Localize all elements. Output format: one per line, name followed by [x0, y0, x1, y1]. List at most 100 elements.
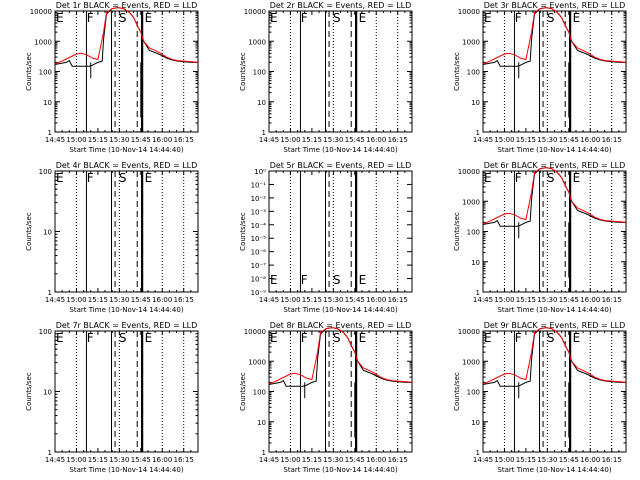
x-tick-label: 14:45 — [473, 456, 493, 464]
interval-letter: E — [270, 11, 278, 25]
y-axis-label: Counts/sec — [25, 212, 33, 251]
x-axis-label: Start Time (10-Nov-14 14:44:40) — [69, 146, 183, 154]
x-tick-label: 15:30 — [537, 136, 557, 144]
interval-letter: E — [484, 171, 492, 185]
y-tick-label: 1000 — [34, 38, 52, 46]
interval-letter: F — [301, 11, 308, 25]
x-tick-label: 14:45 — [473, 296, 493, 304]
panel-title: Det 3r BLACK = Events, RED = LLD — [484, 1, 626, 10]
y-tick-label: 10⁻⁸ — [251, 276, 267, 284]
panel-title: Det 8r BLACK = Events, RED = LLD — [270, 321, 412, 330]
x-tick-label: 14:45 — [45, 136, 65, 144]
interval-letter: E — [145, 171, 153, 185]
x-tick-label: 15:45 — [345, 296, 365, 304]
x-axis-label: Start Time (10-Nov-14 14:44:40) — [69, 466, 183, 474]
x-tick-label: 15:00 — [494, 136, 514, 144]
panel-title: Det 5r BLACK = Events, RED = LLD — [270, 161, 412, 170]
panel-det-7: Det 7r BLACK = Events, RED = LLD 1 10 100 Co… — [25, 321, 199, 474]
x-tick-label: 15:15 — [516, 136, 536, 144]
panel-det-8: Det 8r BLACK = Events, RED = LLD 1 10 100 10… — [239, 321, 413, 474]
x-tick-label: 16:00 — [152, 136, 172, 144]
x-tick-label: 15:45 — [131, 136, 151, 144]
x-tick-label: 15:15 — [516, 296, 536, 304]
y-tick-label: 10⁻³ — [251, 208, 267, 216]
x-tick-label: 16:00 — [580, 296, 600, 304]
x-tick-label: 15:15 — [88, 456, 108, 464]
interval-letter: F — [87, 11, 94, 25]
x-tick-label: 16:00 — [366, 136, 386, 144]
y-tick-label: 10 — [43, 229, 52, 237]
y-tick-label: 1000 — [462, 38, 480, 46]
panel-det-9: Det 9r BLACK = Events, RED = LLD 1 10 100 10… — [453, 321, 627, 474]
x-tick-label: 15:30 — [109, 456, 129, 464]
y-tick-label: 10 — [43, 389, 52, 397]
x-tick-label: 16:00 — [366, 296, 386, 304]
x-tick-label: 15:00 — [66, 456, 86, 464]
x-tick-label: 15:45 — [559, 456, 579, 464]
x-tick-label: 16:00 — [366, 456, 386, 464]
interval-letter: E — [573, 11, 581, 25]
x-tick-label: 15:45 — [559, 296, 579, 304]
y-tick-label: 10000 — [30, 8, 52, 16]
interval-letter: S — [547, 11, 555, 25]
y-tick-label: 1 — [48, 129, 52, 137]
panel-title: Det 2r BLACK = Events, RED = LLD — [270, 1, 412, 10]
x-tick-label: 15:00 — [280, 456, 300, 464]
interval-letter: E — [145, 331, 153, 345]
x-tick-label: 15:00 — [494, 296, 514, 304]
interval-letter: E — [56, 171, 64, 185]
interval-letter: E — [484, 11, 492, 25]
panel-det-6: Det 6r BLACK = Events, RED = LLD 1 10 100 10… — [453, 161, 627, 314]
y-tick-label: 1 — [476, 449, 480, 457]
x-tick-label: 15:30 — [537, 456, 557, 464]
y-axis-label: Counts/sec — [453, 372, 461, 411]
y-tick-label: 100 — [467, 389, 480, 397]
interval-letter: S — [333, 273, 341, 287]
x-tick-label: 15:00 — [494, 456, 514, 464]
x-tick-label: 14:45 — [259, 456, 279, 464]
interval-letter: E — [270, 331, 278, 345]
x-tick-label: 15:30 — [109, 136, 129, 144]
y-axis-label: Counts/sec — [239, 372, 247, 411]
x-tick-label: 16:00 — [152, 296, 172, 304]
panel-det-3: Det 3r BLACK = Events, RED = LLD 1 10 100 10… — [453, 1, 627, 154]
panel-title: Det 1r BLACK = Events, RED = LLD — [56, 1, 198, 10]
y-tick-label: 10000 — [244, 8, 266, 16]
x-tick-label: 16:15 — [388, 456, 408, 464]
x-tick-label: 14:45 — [259, 296, 279, 304]
panel-det-4: Det 4r BLACK = Events, RED = LLD 1 10 100 Co… — [25, 161, 199, 314]
interval-letter: E — [359, 331, 367, 345]
panel-det-2: Det 2r BLACK = Events, RED = LLD 1 10 100 10… — [239, 1, 413, 154]
x-tick-label: 16:15 — [602, 296, 622, 304]
y-tick-label: 10⁻⁶ — [251, 249, 267, 257]
x-tick-label: 14:45 — [473, 136, 493, 144]
y-tick-label: 10 — [257, 99, 266, 107]
y-tick-label: 10 — [471, 419, 480, 427]
y-tick-label: 1 — [48, 449, 52, 457]
y-tick-label: 10 — [43, 99, 52, 107]
y-tick-label: 100 — [467, 69, 480, 77]
y-tick-label: 1 — [262, 129, 266, 137]
y-tick-label: 100 — [39, 69, 52, 77]
interval-letter: F — [515, 171, 522, 185]
panel-title: Det 9r BLACK = Events, RED = LLD — [484, 321, 626, 330]
y-tick-label: 1 — [48, 289, 52, 297]
interval-letter: E — [145, 11, 153, 25]
interval-letter: S — [547, 331, 555, 345]
x-axis-label: Start Time (10-Nov-14 14:44:40) — [283, 466, 397, 474]
interval-letter: F — [301, 273, 308, 287]
panel-title: Det 7r BLACK = Events, RED = LLD — [56, 321, 198, 330]
x-tick-label: 16:00 — [152, 456, 172, 464]
interval-letter: E — [573, 331, 581, 345]
panel-det-1: Det 1r BLACK = Events, RED = LLD 1 10 100 10… — [25, 1, 199, 154]
y-tick-label: 10000 — [244, 328, 266, 336]
x-axis-label: Start Time (10-Nov-14 14:44:40) — [497, 146, 611, 154]
y-tick-label: 10⁻⁷ — [251, 262, 267, 270]
x-tick-label: 15:30 — [323, 456, 343, 464]
y-tick-label: 100 — [253, 389, 266, 397]
x-tick-label: 14:45 — [45, 456, 65, 464]
y-tick-label: 10⁻² — [251, 195, 267, 203]
y-tick-label: 100 — [253, 69, 266, 77]
interval-letter: S — [119, 11, 127, 25]
